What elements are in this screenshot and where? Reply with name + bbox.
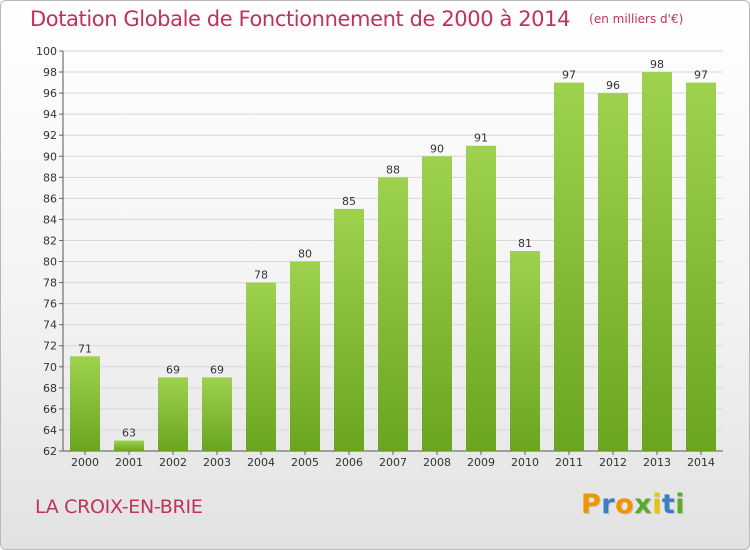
bar-2006 [334, 208, 364, 451]
value-label: 78 [254, 269, 268, 282]
bar-2002 [158, 377, 188, 451]
y-tick-label: 88 [43, 171, 57, 184]
logo-letter: i [675, 489, 686, 520]
value-label: 63 [122, 426, 136, 439]
logo-letter: i [652, 489, 662, 520]
bar-2009 [466, 145, 496, 451]
y-tick-label: 86 [43, 192, 57, 205]
y-tick-label: 72 [43, 340, 57, 353]
bar-2014 [686, 82, 716, 451]
y-tick-label: 76 [43, 298, 57, 311]
y-tick-label: 90 [43, 150, 57, 163]
commune-name: LA CROIX-EN-BRIE [35, 496, 203, 518]
value-label: 69 [210, 363, 224, 376]
y-tick-label: 62 [43, 445, 57, 458]
chart-subtitle: (en milliers d'€) [589, 12, 684, 26]
logo-letter: P [581, 489, 602, 520]
logo-letter: x [634, 489, 653, 520]
bar-2003 [202, 377, 232, 451]
x-tick-label: 2012 [599, 456, 627, 469]
y-tick-label: 80 [43, 256, 57, 269]
logo-letter: t [661, 489, 676, 520]
x-tick-label: 2002 [159, 456, 187, 469]
y-tick-label: 92 [43, 129, 57, 142]
y-tick-label: 74 [43, 319, 57, 332]
value-label: 81 [518, 237, 532, 250]
x-tick-label: 2007 [379, 456, 407, 469]
chart-title: Dotation Globale de Fonctionnement de 20… [30, 7, 571, 31]
bar-2008 [422, 156, 452, 451]
x-tick-label: 2013 [643, 456, 671, 469]
y-tick-label: 66 [43, 403, 57, 416]
bar-2001 [114, 440, 144, 451]
bar-2011 [554, 82, 584, 451]
value-label: 85 [342, 195, 356, 208]
y-tick-label: 68 [43, 382, 57, 395]
value-label: 91 [474, 132, 488, 145]
value-label: 96 [606, 79, 620, 92]
x-tick-label: 2014 [687, 456, 715, 469]
y-tick-label: 78 [43, 277, 57, 290]
value-label: 97 [562, 69, 576, 82]
x-tick-label: 2003 [203, 456, 231, 469]
y-tick-label: 94 [43, 108, 57, 121]
x-tick-label: 2008 [423, 456, 451, 469]
logo-letter: r [601, 489, 616, 520]
bar-layer [70, 72, 716, 452]
value-label: 97 [694, 69, 708, 82]
bar-2010 [510, 251, 540, 451]
logo-letter: o [615, 489, 635, 520]
x-tick-label: 2009 [467, 456, 495, 469]
x-tick-label: 2005 [291, 456, 319, 469]
bar-2005 [290, 261, 320, 451]
value-label: 88 [386, 163, 400, 176]
value-label: 80 [298, 248, 312, 261]
bar-2007 [378, 177, 408, 451]
x-tick-label: 2004 [247, 456, 275, 469]
y-tick-label: 64 [43, 424, 57, 437]
bar-2012 [598, 93, 628, 452]
x-tick-label: 2000 [71, 456, 99, 469]
bar-2000 [70, 356, 100, 451]
x-tick-label: 2011 [555, 456, 583, 469]
bar-2004 [246, 282, 276, 451]
proxiti-logo[interactable]: Proxiti [581, 489, 685, 520]
x-tick-label: 2006 [335, 456, 363, 469]
value-label: 71 [78, 342, 92, 355]
value-label: 98 [650, 58, 664, 71]
x-tick-label: 2001 [115, 456, 143, 469]
y-tick-label: 70 [43, 361, 57, 374]
value-label: 69 [166, 363, 180, 376]
x-tick-label: 2010 [511, 456, 539, 469]
title-row: Dotation Globale de Fonctionnement de 20… [30, 7, 683, 31]
y-tick-label: 100 [36, 45, 57, 58]
bar-2013 [642, 72, 672, 451]
y-tick-label: 96 [43, 87, 57, 100]
label-layer: 71 63 69 69 78 80 85 88 90 91 81 97 96 98 97 [78, 58, 708, 439]
y-tick-label: 82 [43, 234, 57, 247]
value-label: 90 [430, 142, 444, 155]
y-tick-label: 84 [43, 213, 57, 226]
y-tick-label: 98 [43, 66, 57, 79]
